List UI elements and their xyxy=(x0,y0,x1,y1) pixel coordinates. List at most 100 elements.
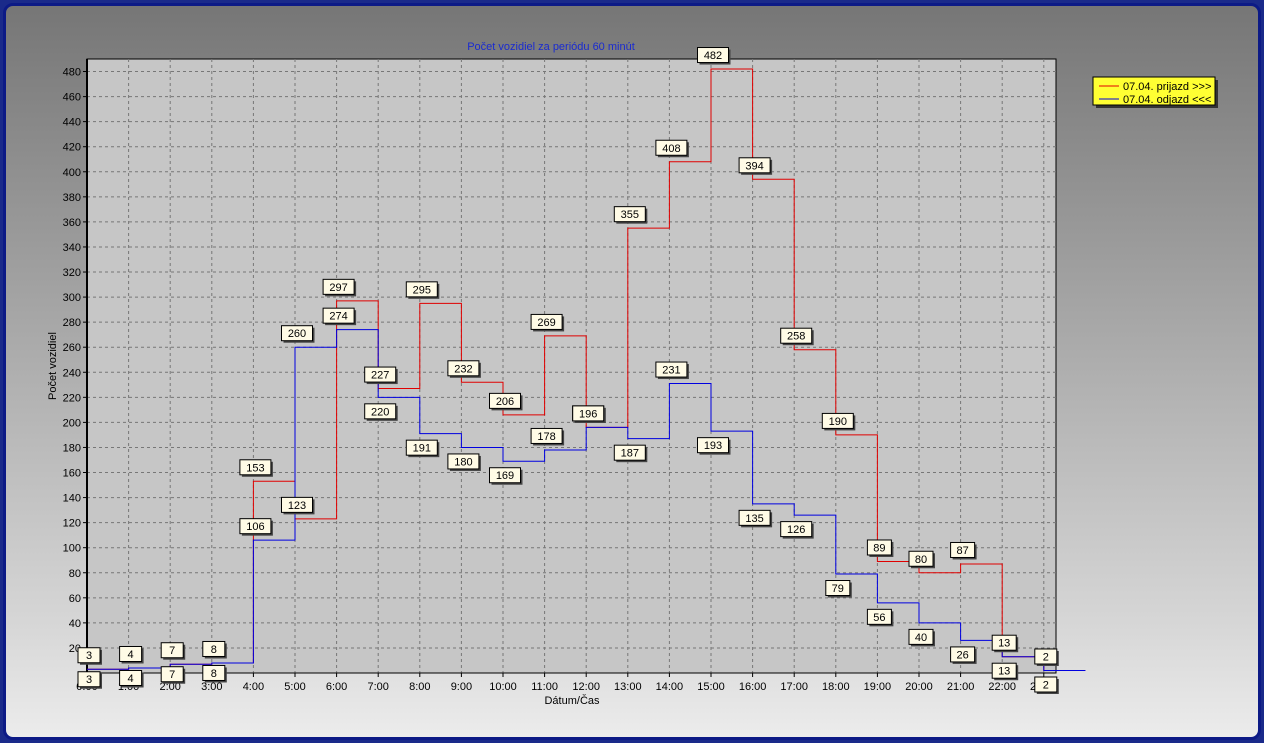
data-label-odjazd: 40 xyxy=(908,628,935,647)
x-tick-label: 22:00 xyxy=(988,681,1016,693)
y-tick-label: 340 xyxy=(63,242,81,254)
data-label-box xyxy=(447,453,480,470)
data-label-value: 126 xyxy=(787,524,805,536)
data-label-value: 394 xyxy=(745,160,763,172)
data-label-prijazd: 87 xyxy=(950,541,977,560)
data-label-box xyxy=(572,405,605,422)
data-label-odjazd: 169 xyxy=(489,467,523,485)
y-tick-label: 140 xyxy=(63,493,81,505)
data-label-odjazd: 274 xyxy=(322,307,357,326)
y-tick-label: 420 xyxy=(63,142,81,154)
data-label-odjazd: 8 xyxy=(202,664,227,683)
data-label-value: 180 xyxy=(454,456,472,468)
data-label-odjazd: 26 xyxy=(950,646,977,664)
data-label-value: 87 xyxy=(956,545,968,557)
data-label-box xyxy=(364,366,397,383)
data-label-prijazd: 89 xyxy=(866,539,894,557)
data-label-value: 106 xyxy=(246,521,264,533)
data-label-box xyxy=(738,157,771,174)
data-label-odjazd: 260 xyxy=(281,325,315,343)
x-tick-label: 16:00 xyxy=(739,681,767,693)
y-tick-label: 280 xyxy=(63,317,81,329)
data-label-box xyxy=(950,541,976,558)
data-label-box xyxy=(950,646,976,663)
data-label-box xyxy=(489,392,521,409)
y-tick-label: 160 xyxy=(63,468,81,480)
data-label-box xyxy=(780,327,813,344)
data-label-value: 193 xyxy=(704,440,722,452)
x-tick-label: 10:00 xyxy=(489,681,517,693)
data-label-odjazd: 220 xyxy=(364,403,398,421)
data-label-value: 191 xyxy=(413,443,431,455)
data-label-odjazd: 4 xyxy=(119,669,144,688)
data-label-box xyxy=(119,669,143,686)
data-label-prijazd: 482 xyxy=(697,47,731,65)
x-tick-label: 8:00 xyxy=(409,681,430,693)
data-label-prijazd: 355 xyxy=(613,206,648,224)
x-tick-label: 3:00 xyxy=(201,681,222,693)
data-label-value: 220 xyxy=(371,406,389,418)
y-tick-label: 100 xyxy=(63,543,81,555)
data-label-odjazd: 196 xyxy=(572,405,606,423)
data-label-box xyxy=(530,313,563,330)
data-label-value: 297 xyxy=(329,282,347,294)
x-tick-label: 13:00 xyxy=(614,681,642,693)
data-label-odjazd: 180 xyxy=(447,453,481,471)
y-tick-label: 460 xyxy=(63,92,81,104)
data-label-prijazd: 13 xyxy=(991,634,1019,653)
x-tick-label: 19:00 xyxy=(864,681,892,693)
data-label-box xyxy=(821,412,854,429)
data-label-prijazd: 80 xyxy=(908,550,935,569)
y-tick-label: 360 xyxy=(63,217,81,229)
data-label-value: 79 xyxy=(832,583,844,595)
data-label-box xyxy=(239,459,272,476)
data-label-prijazd: 190 xyxy=(821,412,856,431)
data-label-value: 190 xyxy=(829,416,847,428)
data-label-prijazd: 227 xyxy=(364,366,398,385)
data-label-box xyxy=(866,539,892,556)
data-label-prijazd: 408 xyxy=(655,139,689,158)
data-label-value: 80 xyxy=(915,554,927,566)
data-label-box xyxy=(613,206,646,223)
data-label-box xyxy=(825,580,851,597)
y-tick-label: 260 xyxy=(63,342,81,354)
y-tick-label: 120 xyxy=(63,518,81,530)
data-label-odjazd: 231 xyxy=(655,361,689,380)
data-label-box xyxy=(77,671,101,688)
data-label-box xyxy=(991,634,1017,651)
data-label-box xyxy=(202,664,226,681)
data-label-box xyxy=(1034,676,1058,693)
data-label-value: 258 xyxy=(787,331,805,343)
y-axis-title: Počet vozidiel xyxy=(47,332,59,400)
data-label-prijazd: 3 xyxy=(77,647,102,665)
data-label-value: 260 xyxy=(288,328,306,340)
data-label-prijazd: 394 xyxy=(738,157,773,175)
y-tick-label: 80 xyxy=(69,568,81,580)
data-label-value: 269 xyxy=(537,317,555,329)
data-label-value: 13 xyxy=(998,638,1010,650)
data-label-value: 206 xyxy=(496,396,514,408)
data-label-value: 232 xyxy=(454,363,472,375)
data-label-box xyxy=(780,521,813,538)
plot-background xyxy=(86,58,1057,674)
data-label-value: 295 xyxy=(413,284,431,296)
data-label-box xyxy=(866,608,892,625)
y-tick-label: 320 xyxy=(63,267,81,279)
legend: 07.04. prijazd >>>07.04. odjazd <<< xyxy=(1092,76,1218,108)
data-label-box xyxy=(908,628,934,645)
data-label-odjazd: 3 xyxy=(77,671,102,689)
data-label-value: 3 xyxy=(86,650,92,662)
data-label-value: 4 xyxy=(128,649,134,661)
data-label-box xyxy=(160,666,184,683)
data-label-value: 56 xyxy=(873,612,885,624)
data-label-prijazd: 297 xyxy=(322,278,357,297)
x-tick-label: 17:00 xyxy=(780,681,808,693)
x-tick-label: 11:00 xyxy=(531,681,558,693)
data-label-box xyxy=(655,139,688,156)
data-label-box xyxy=(655,361,688,378)
data-label-odjazd: 191 xyxy=(405,439,440,458)
data-label-odjazd: 13 xyxy=(991,662,1019,681)
data-label-value: 8 xyxy=(211,644,217,656)
x-tick-label: 6:00 xyxy=(326,681,347,693)
data-label-box xyxy=(405,439,438,456)
